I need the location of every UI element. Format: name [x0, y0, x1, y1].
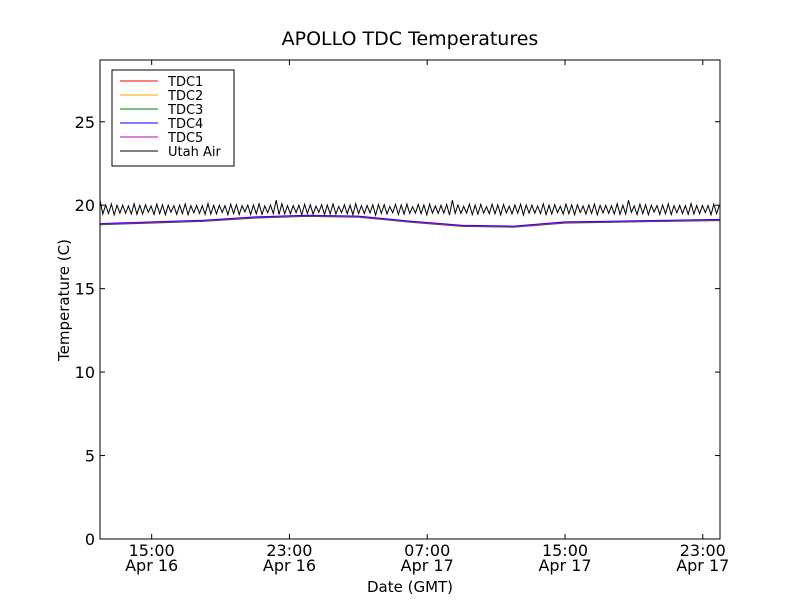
- y-tick-label: 10: [75, 363, 95, 382]
- x-tick-date-label: Apr 17: [538, 556, 591, 575]
- x-tick-time-label: 23:00: [266, 541, 312, 560]
- x-tick-time-label: 15:00: [542, 541, 588, 560]
- chart-title: APOLLO TDC Temperatures: [282, 28, 539, 50]
- legend-label-tdc2: TDC2: [167, 89, 203, 104]
- legend-label-tdc1: TDC1: [167, 75, 203, 90]
- series-layer: [99, 200, 721, 228]
- y-tick-label: 0: [85, 530, 95, 549]
- x-tick-date-label: Apr 16: [263, 556, 316, 575]
- x-tick-time-label: 15:00: [129, 541, 175, 560]
- series-line-tdc5: [99, 215, 721, 228]
- x-tick-time-label: 23:00: [680, 541, 726, 560]
- series-line-utah-air: [99, 200, 720, 218]
- legend-label-tdc3: TDC3: [167, 103, 203, 118]
- x-tick-time-label: 07:00: [404, 541, 450, 560]
- legend-box: [111, 69, 235, 167]
- series-line-tdc4: [99, 214, 721, 227]
- plot-frame: [99, 59, 721, 540]
- x-tick-date-label: Apr 17: [676, 556, 729, 575]
- legend-label-tdc4: TDC4: [167, 117, 203, 132]
- y-axis-label: Temperature (C): [55, 239, 73, 362]
- x-axis-label: Date (GMT): [367, 578, 453, 596]
- legend-label-tdc5: TDC5: [167, 131, 203, 146]
- y-tick-label: 25: [75, 113, 95, 132]
- y-tick-label: 20: [75, 196, 95, 215]
- y-tick-label: 5: [85, 447, 95, 466]
- legend-label-utah-air: Utah Air: [168, 145, 221, 160]
- y-tick-label: 15: [75, 280, 95, 299]
- x-tick-date-label: Apr 17: [401, 556, 454, 575]
- x-tick-date-label: Apr 16: [125, 556, 178, 575]
